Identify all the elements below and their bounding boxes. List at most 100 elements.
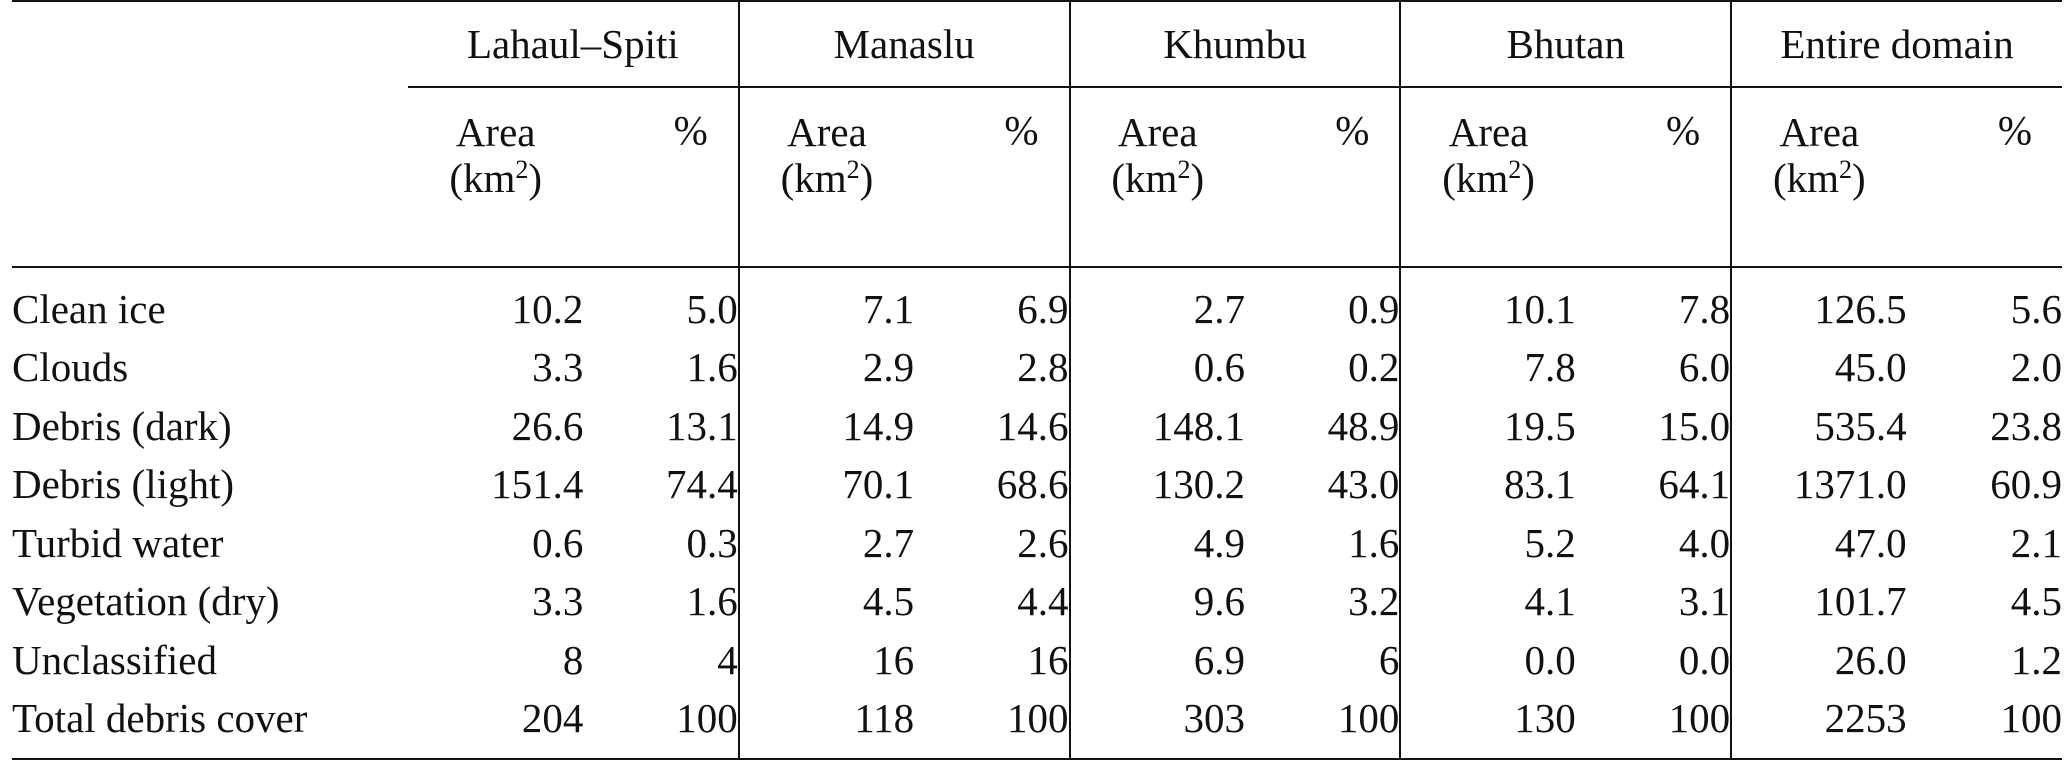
area-value-cell: 4.5 <box>737 572 915 631</box>
row-label: Turbid water <box>12 519 224 566</box>
percent-header: % <box>673 107 708 153</box>
area-value-cell: 83.1 <box>1399 455 1576 514</box>
table-row: Turbid water 0.6 0.3 2.7 2.6 4.9 1.6 5.2 4.0 47.0… <box>12 514 2062 573</box>
group-header-lahaul-spiti: Lahaul–Spiti <box>407 1 739 88</box>
percent-header: % <box>1665 107 1701 153</box>
area-unit-superscript: 2 <box>846 154 860 184</box>
area-unit-superscript: 2 <box>1839 154 1853 184</box>
group-header-manaslu: Manaslu <box>737 1 1070 88</box>
percent-value-cell: 3.1 <box>1678 578 1731 625</box>
table-row: Unclassified 8 4 16 16 6.9 6 0.0 0.0 26.0 1.2 <box>12 631 2062 690</box>
percent-value-cell: 6 <box>1378 636 1400 683</box>
area-value-cell: 2.7 <box>1068 267 1245 339</box>
percent-value-cell: 2.6 <box>1017 519 1069 566</box>
table-body: Clean ice 10.2 5.0 7.1 6.9 2.7 0.9 10.1 7.8 126.5… <box>12 267 2062 759</box>
group-header-entire-domain: Entire domain <box>1730 1 2062 88</box>
area-value-cell: 16 <box>737 631 915 690</box>
area-value-cell: 9.6 <box>1068 572 1245 631</box>
corner-cell <box>12 1 408 87</box>
area-value-cell: 0.6 <box>532 519 584 566</box>
area-value-cell: 1371.0 <box>1730 455 1907 514</box>
percent-value-cell: 64.1 <box>1658 461 1731 508</box>
area-unit-prefix: (km <box>1442 154 1509 201</box>
area-unit-suffix: ) <box>528 154 543 201</box>
percent-value-cell: 1.6 <box>1348 519 1400 566</box>
percent-value-cell: 100 <box>2000 695 2063 742</box>
percent-value-cell: 16 <box>1027 636 1069 683</box>
area-value-cell: 14.9 <box>737 397 915 456</box>
area-value-cell: 148.1 <box>1068 397 1245 456</box>
row-label: Debris (light) <box>12 461 235 508</box>
percent-value-cell: 5.6 <box>2010 285 2062 332</box>
percent-value-cell: 3.2 <box>1348 578 1400 625</box>
area-value-cell: 303 <box>1068 689 1245 759</box>
area-header: Area (km2) <box>408 87 583 267</box>
table-row: Debris (light) 151.4 74.4 70.1 68.6 130.2 43.0… <box>12 455 2062 514</box>
percent-value-cell: 2.1 <box>2010 519 2062 566</box>
area-unit-suffix: ) <box>1852 154 1866 201</box>
group-header-bhutan: Bhutan <box>1399 1 1732 88</box>
area-value-cell: 45.0 <box>1730 338 1907 397</box>
area-value-cell: 0.0 <box>1399 631 1576 690</box>
table-row: Total debris cover 204 100 118 100 303 100 130 1… <box>12 689 2063 759</box>
area-value-cell: 4.1 <box>1399 572 1576 631</box>
row-label: Unclassified <box>12 636 217 683</box>
area-header: Area (km2) <box>1068 87 1245 267</box>
percent-value-cell: 60.9 <box>1990 461 2062 508</box>
percent-value-cell: 43.0 <box>1327 461 1400 508</box>
area-unit-suffix: ) <box>1190 154 1205 201</box>
area-unit-prefix: (km <box>780 154 847 201</box>
sub-header-row: Area (km2)% Area (km2)% Area (km2)% Area (km2)%… <box>12 87 2062 267</box>
area-value-cell: 3.3 <box>532 344 584 391</box>
area-unit-prefix: (km <box>1773 154 1840 201</box>
table-row: Vegetation (dry) 3.3 1.6 4.5 4.4 9.6 3.2 4.1 3.1… <box>12 572 2062 631</box>
percent-value-cell: 1.2 <box>2010 636 2062 683</box>
area-value-cell: 151.4 <box>491 461 584 508</box>
percent-value-cell: 7.8 <box>1678 285 1731 332</box>
area-value-cell: 19.5 <box>1399 397 1576 456</box>
percent-value-cell: 100 <box>1668 695 1731 742</box>
row-label: Debris (dark) <box>12 402 232 449</box>
row-label: Clean ice <box>12 285 166 332</box>
percent-header: % <box>1997 107 2032 153</box>
area-value-cell: 0.6 <box>1068 338 1245 397</box>
area-unit-prefix: (km <box>449 154 516 201</box>
percent-value-cell: 0.0 <box>1678 636 1731 683</box>
area-value-cell: 204 <box>521 695 584 742</box>
percent-value-cell: 1.6 <box>686 344 738 391</box>
percent-value-cell: 4.4 <box>1017 578 1069 625</box>
area-header-label: Area <box>455 109 536 155</box>
percent-value-cell: 0.9 <box>1348 285 1400 332</box>
row-label: Clouds <box>12 344 129 391</box>
area-unit-suffix: ) <box>859 154 874 201</box>
area-value-cell: 26.6 <box>511 402 584 449</box>
row-label: Total debris cover <box>12 695 308 742</box>
area-unit-superscript: 2 <box>1508 154 1522 184</box>
percent-value-cell: 4 <box>717 636 738 683</box>
percent-value-cell: 0.3 <box>686 519 738 566</box>
area-header-label: Area <box>787 109 867 155</box>
area-value-cell: 26.0 <box>1730 631 1907 690</box>
area-value-cell: 7.8 <box>1399 338 1576 397</box>
percent-value-cell: 1.6 <box>686 578 738 625</box>
area-value-cell: 5.2 <box>1399 514 1576 573</box>
area-unit-superscript: 2 <box>515 154 529 184</box>
area-value-cell: 10.2 <box>511 285 584 332</box>
percent-value-cell: 23.8 <box>1990 402 2062 449</box>
percent-header: % <box>1335 107 1370 153</box>
percent-header: % <box>1004 107 1039 153</box>
area-header-label: Area <box>1779 109 1860 155</box>
area-header: Area (km2) <box>1399 87 1576 267</box>
area-value-cell: 47.0 <box>1730 514 1907 573</box>
area-header-label: Area <box>1448 109 1529 155</box>
percent-value-cell: 2.8 <box>1017 344 1069 391</box>
area-value-cell: 10.1 <box>1399 267 1576 339</box>
area-value-cell: 126.5 <box>1730 267 1907 339</box>
percent-value-cell: 100 <box>676 695 738 742</box>
percent-value-cell: 4.0 <box>1678 519 1731 566</box>
area-unit-suffix: ) <box>1521 154 1535 201</box>
area-header: Area (km2) <box>1730 87 1907 267</box>
percent-value-cell: 2.0 <box>2010 344 2062 391</box>
percent-value-cell: 68.6 <box>996 461 1069 508</box>
